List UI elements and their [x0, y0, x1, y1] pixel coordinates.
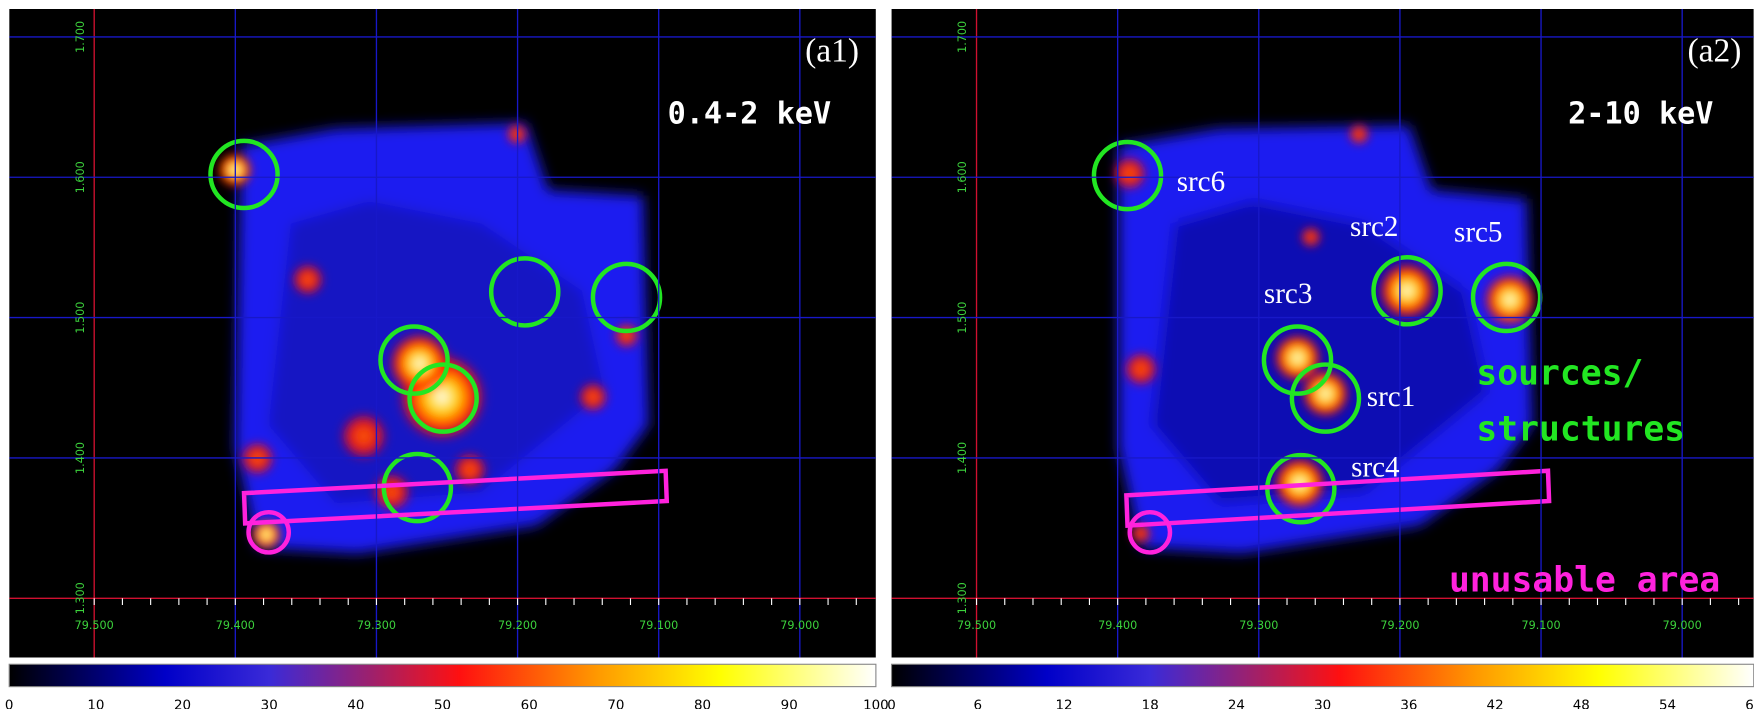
- x-tick-label: 79.500: [957, 619, 996, 632]
- colorbar-tick-label: 20: [174, 699, 191, 709]
- colorbar-tick-label: 100: [863, 699, 889, 709]
- annotation: structures: [1476, 410, 1685, 450]
- y-tick-label: 1.400: [956, 442, 969, 474]
- y-tick-label: 1.700: [956, 21, 969, 53]
- x-tick-label: 79.100: [639, 619, 678, 632]
- source-label: src6: [1177, 166, 1225, 198]
- x-tick-label: 79.500: [75, 619, 114, 632]
- colorbar-tick-label: 0: [5, 699, 14, 709]
- source-label: src2: [1350, 211, 1398, 243]
- x-tick-label: 79.400: [216, 619, 255, 632]
- colorbar-tick-label: 12: [1055, 699, 1072, 709]
- y-tick-label: 1.700: [74, 21, 87, 53]
- annotation: unusable area: [1449, 561, 1720, 601]
- panel-label: (a2): [1687, 32, 1741, 69]
- x-tick-label: 79.200: [1380, 619, 1419, 632]
- source-label: src3: [1264, 278, 1312, 310]
- energy-band: 0.4-2 keV: [668, 97, 832, 132]
- colorbar-tick-label: 0: [887, 699, 896, 709]
- colorbar-tick-label: 30: [261, 699, 278, 709]
- x-tick-label: 79.000: [1663, 619, 1702, 632]
- colorbar-tick-label: 60: [521, 699, 538, 709]
- page: {"panels": [ {"label": "(a1)", "band": "…: [0, 0, 1754, 709]
- figure: 79.500 79.400 79.300 79.200 79.100 79.000 1.70…: [0, 0, 1754, 709]
- colorbar: [9, 664, 876, 686]
- source-label: src5: [1454, 217, 1502, 249]
- colorbar-tick-label: 48: [1573, 699, 1590, 709]
- colorbar-tick-label: 50: [434, 699, 451, 709]
- colorbar-tick-label: 90: [781, 699, 798, 709]
- source-label: src4: [1351, 451, 1400, 483]
- colorbar-tick-label: 30: [1314, 699, 1331, 709]
- panel: 79.500 79.400 79.300 79.200 79.100 79.000 1.70…: [892, 9, 1754, 658]
- x-tick-label: 79.400: [1098, 619, 1137, 632]
- y-tick-label: 1.400: [74, 442, 87, 474]
- x-tick-label: 79.000: [780, 619, 819, 632]
- colorbar-tick-label: 40: [347, 699, 364, 709]
- colorbar-tick-label: 6: [973, 699, 982, 709]
- x-tick-label: 79.300: [357, 619, 396, 632]
- panel-label: (a1): [805, 32, 859, 69]
- source-label: src1: [1367, 381, 1415, 413]
- colorbar-tick-label: 42: [1487, 699, 1504, 709]
- y-tick-label: 1.500: [74, 302, 87, 334]
- y-tick-label: 1.300: [956, 582, 969, 614]
- colorbar-tick-label: 36: [1400, 699, 1417, 709]
- colorbar-tick-label: 80: [694, 699, 711, 709]
- colorbar-tick-label: 54: [1659, 699, 1676, 709]
- y-tick-label: 1.500: [956, 302, 969, 334]
- y-tick-label: 1.300: [74, 582, 87, 614]
- energy-band: 2-10 keV: [1568, 97, 1713, 132]
- annotation: sources/: [1476, 354, 1643, 394]
- panel: 79.500 79.400 79.300 79.200 79.100 79.000 1.70…: [9, 9, 876, 658]
- colorbar: [892, 664, 1754, 686]
- colorbar-tick-label: 18: [1142, 699, 1159, 709]
- x-tick-label: 79.100: [1521, 619, 1560, 632]
- colorbar-tick-label: 10: [87, 699, 104, 709]
- y-tick-label: 1.600: [956, 161, 969, 193]
- y-tick-label: 1.600: [74, 161, 87, 193]
- colorbar-tick-label: 24: [1228, 699, 1245, 709]
- x-tick-label: 79.300: [1239, 619, 1278, 632]
- colorbar-tick-label: 70: [607, 699, 624, 709]
- colorbar-tick-label: 60: [1745, 699, 1754, 709]
- x-tick-label: 79.200: [498, 619, 537, 632]
